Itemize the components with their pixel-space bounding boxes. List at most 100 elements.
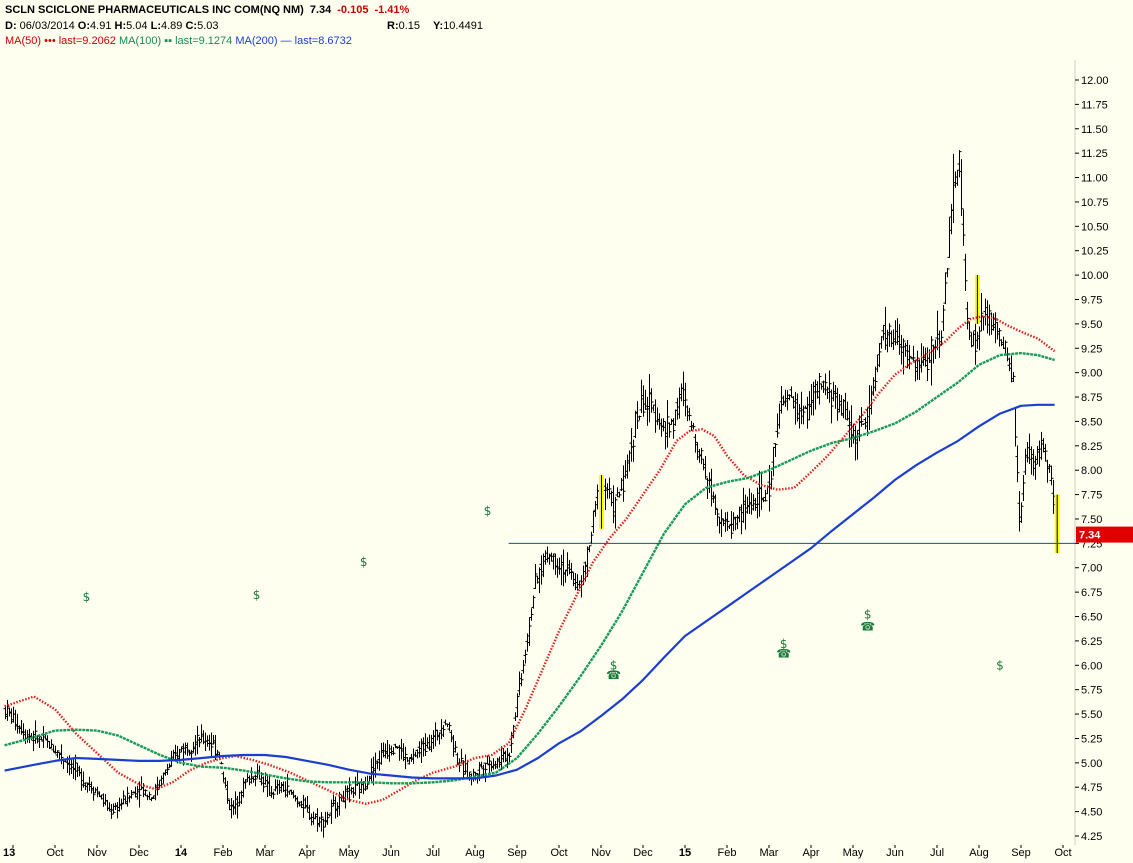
y-tick-label: 9.50 <box>1081 319 1102 331</box>
last-price-label: 7.34 <box>1079 530 1101 542</box>
earnings-icon: ☎ <box>606 668 621 682</box>
y-tick-label: 4.75 <box>1081 782 1102 794</box>
x-tick-label: May <box>339 847 360 859</box>
y-tick-label: 4.25 <box>1081 831 1102 843</box>
y-axis: 4.25 4.50 4.75 5.00 5.25 5.50 5.75 6.00 6.25 6.50… <box>1075 75 1109 843</box>
date-label: D: <box>5 20 17 32</box>
last-price: 7.34 <box>309 4 332 16</box>
ma50-last: last=9.2062 <box>58 35 116 47</box>
dividend-icon: $ <box>996 658 1004 672</box>
x-tick-label: Feb <box>718 847 737 859</box>
y-tick-label: 9.75 <box>1081 294 1102 306</box>
price-change-pct: -1.41% <box>374 4 410 16</box>
x-tick-label: Aug <box>465 847 485 859</box>
r-label: R: <box>387 20 399 32</box>
x-tick-label: Jun <box>382 847 400 859</box>
x-tick-label: Nov <box>591 847 611 859</box>
y-tick-label: 11.25 <box>1081 148 1108 160</box>
low-label: L: <box>150 20 161 32</box>
y-tick-label: 7.75 <box>1081 490 1102 502</box>
x-tick-label: Sep <box>507 847 527 859</box>
ma-legend: MA(50) ••• last=9.2062 MA(100) ▪▪ last=9… <box>5 35 352 47</box>
x-tick-label: Jul <box>426 847 440 859</box>
x-tick-label: 13 <box>3 847 15 859</box>
close-value: 5.03 <box>197 20 219 32</box>
y-tick-label: 12.00 <box>1081 75 1109 87</box>
ma100-legend: MA(100) <box>118 35 162 47</box>
open-label: O: <box>77 20 91 32</box>
y-tick-label: 5.25 <box>1081 733 1102 745</box>
x-tick-label: Apr <box>298 847 315 859</box>
earnings-icon: ☎ <box>776 647 791 661</box>
x-tick-label: Dec <box>633 847 653 859</box>
y-tick-label: 8.00 <box>1081 465 1102 477</box>
y-tick-label: 4.50 <box>1081 807 1102 819</box>
y-tick-label: 10.50 <box>1081 221 1109 233</box>
low-value: 4.89 <box>161 20 183 32</box>
highlight-bars <box>599 275 1060 554</box>
x-tick-label: Sep <box>1011 847 1031 859</box>
y-tick-label: 11.50 <box>1081 124 1108 136</box>
y-tick-label: 7.00 <box>1081 563 1102 575</box>
x-tick-label: Mar <box>256 847 275 859</box>
last-price-box: 7.34 <box>1076 526 1133 543</box>
x-tick-label: Nov <box>87 847 107 859</box>
ohlc-readout: D: 06/03/2014 O:4.91 H:5.04 L:4.89 C:5.0… <box>5 20 483 32</box>
y-tick-label: 8.50 <box>1081 416 1102 428</box>
y-tick-label: 7.50 <box>1081 514 1102 526</box>
x-tick-label: Jun <box>886 847 904 859</box>
dividend-icon: $ <box>83 590 91 604</box>
y-tick-label: 11.75 <box>1081 99 1108 111</box>
dividend-icon: $ <box>484 504 492 518</box>
price-change: -0.105 <box>337 4 369 16</box>
ma100-last: last=9.1274 <box>175 35 233 47</box>
dividend-icon: $ <box>610 658 618 672</box>
symbol-title: SCLN SCICLONE PHARMACEUTICALS INC COM(NQ… <box>5 4 304 16</box>
ma100-legend-glyph: ▪▪ <box>161 35 176 47</box>
date-value: 06/03/2014 <box>19 20 75 32</box>
last-price-box <box>1076 526 1133 543</box>
ma50-legend-glyph: ••• <box>41 35 59 47</box>
ma200-last: last=8.6732 <box>294 35 352 47</box>
x-axis: 13 Oct Nov Dec 14 Feb Mar Apr May Jun Jul Aug Sep Oct… <box>3 845 1072 859</box>
ma-line-ma100 <box>4 351 1055 785</box>
y-tick-label: 6.00 <box>1081 660 1102 672</box>
close-label: C: <box>185 20 198 32</box>
moving-averages <box>4 314 1056 805</box>
x-tick-label: Mar <box>760 847 779 859</box>
x-tick-label: Oct <box>46 847 63 859</box>
y-tick-label: 11.00 <box>1081 173 1108 185</box>
y-tick-label: 6.75 <box>1081 587 1102 599</box>
y-value: 10.4491 <box>443 20 483 32</box>
event-markers: $ $$$$☎$☎$☎$ <box>83 504 1004 682</box>
y-tick-label: 10.75 <box>1081 197 1109 209</box>
y-tick-label: 9.00 <box>1081 368 1102 380</box>
x-tick-label: Oct <box>550 847 567 859</box>
x-tick-label: Jul <box>930 847 944 859</box>
y-tick-label: 10.00 <box>1081 270 1109 282</box>
ma-line-ma200 <box>4 403 1055 780</box>
ma200-legend: MA(200) <box>235 35 278 47</box>
y-tick-label: 8.25 <box>1081 441 1102 453</box>
y-tick-label: 10.25 <box>1081 246 1109 258</box>
dividend-icon: $ <box>253 588 261 602</box>
dividend-icon: $ <box>864 608 872 622</box>
r-value: 0.15 <box>398 20 421 32</box>
price-bars <box>3 150 1058 838</box>
y-tick-label: 5.50 <box>1081 709 1102 721</box>
y-tick-label: 8.75 <box>1081 392 1102 404</box>
x-tick-label: Dec <box>129 847 149 859</box>
symbol-header: SCLN SCICLONE PHARMACEUTICALS INC COM(NQ… <box>5 4 409 16</box>
x-tick-label: Apr <box>802 847 819 859</box>
high-value: 5.04 <box>126 20 148 32</box>
x-tick-label: May <box>843 847 864 859</box>
ma50-legend: MA(50) <box>5 35 42 47</box>
y-tick-label: 5.00 <box>1081 758 1102 770</box>
dividend-icon: $ <box>780 637 788 651</box>
x-tick-label: Aug <box>969 847 989 859</box>
earnings-icon: ☎ <box>860 619 875 633</box>
x-tick-label: 15 <box>679 847 691 859</box>
y-label: Y: <box>433 20 444 32</box>
y-tick-label: 6.50 <box>1081 612 1102 624</box>
